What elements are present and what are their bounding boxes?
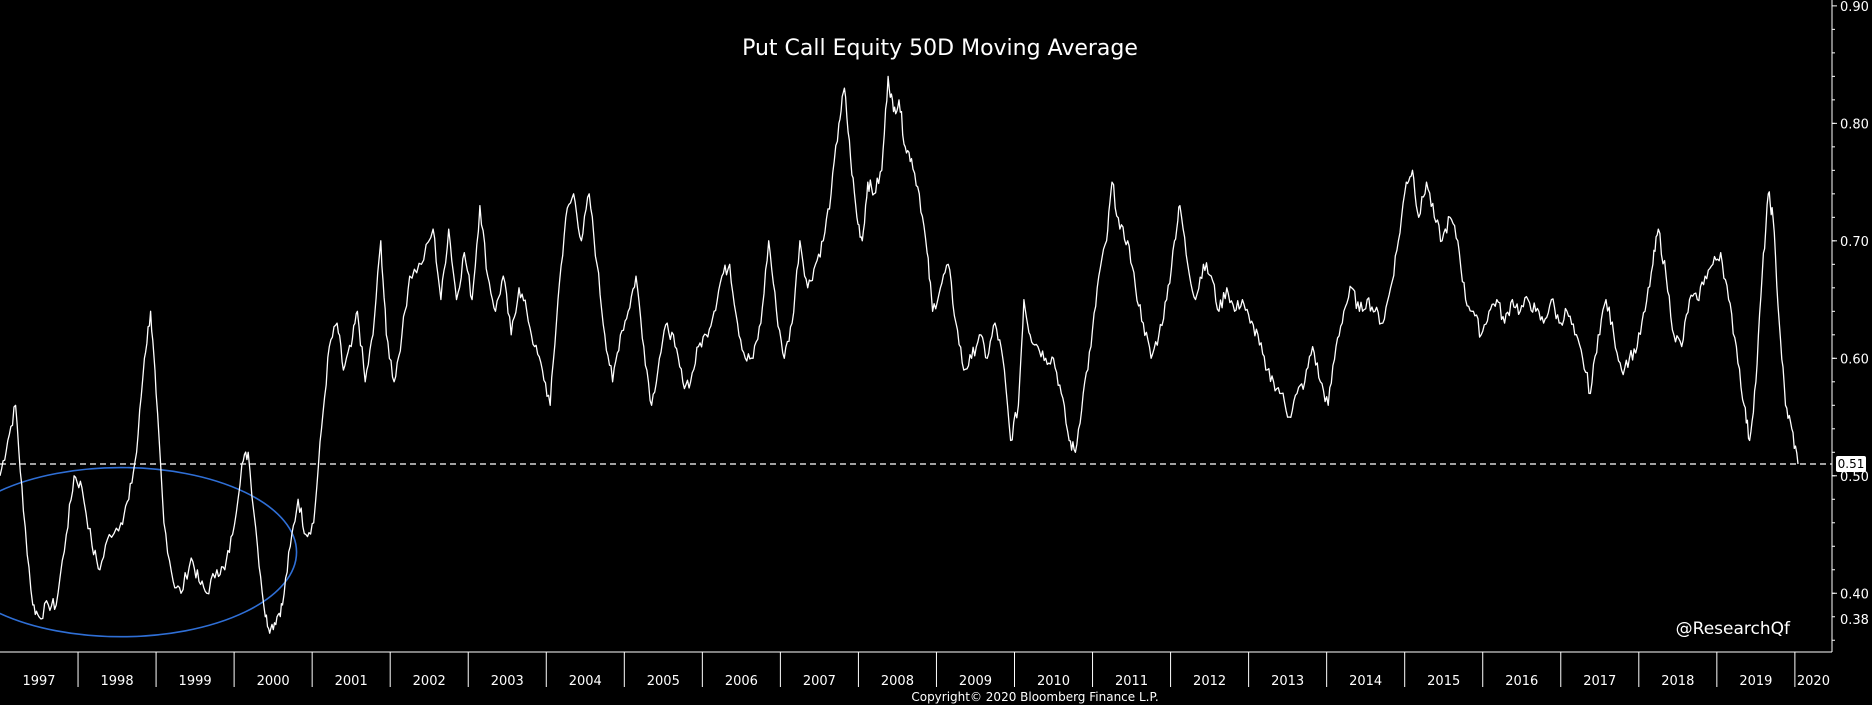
x-tick-label: 2014 bbox=[1349, 674, 1382, 689]
x-tick-label: 2005 bbox=[647, 674, 680, 689]
x-tick-label: 2000 bbox=[257, 674, 290, 689]
highlight-ellipse bbox=[0, 466, 298, 638]
x-tick-label: 2010 bbox=[1037, 674, 1070, 689]
x-tick-label: 2001 bbox=[335, 674, 368, 689]
y-low-label: 0.38 bbox=[1840, 613, 1869, 628]
copyright-text: Copyright© 2020 Bloomberg Finance L.P. bbox=[911, 690, 1158, 704]
x-tick-label: 2016 bbox=[1505, 674, 1538, 689]
x-tick-label: 2020 bbox=[1797, 674, 1830, 689]
plot-area bbox=[0, 75, 1832, 638]
x-tick-label: 2002 bbox=[413, 674, 446, 689]
x-tick-label: 2003 bbox=[491, 674, 524, 689]
x-tick-label: 2006 bbox=[725, 674, 758, 689]
x-tick-label: 2015 bbox=[1427, 674, 1460, 689]
x-tick-label: 1998 bbox=[101, 674, 134, 689]
x-tick-label: 2013 bbox=[1271, 674, 1304, 689]
x-axis: 1997 1998 1999 2000 2001 2002 2003 2004 2005 2006… bbox=[0, 651, 1832, 689]
x-tick-label: 2017 bbox=[1583, 674, 1616, 689]
y-tick-label: 0.40 bbox=[1840, 587, 1869, 602]
x-tick-label: 2009 bbox=[959, 674, 992, 689]
y-tick-label: 0.90 bbox=[1840, 0, 1869, 15]
chart-title: Put Call Equity 50D Moving Average bbox=[742, 36, 1138, 61]
x-tick-label: 1997 bbox=[22, 674, 55, 689]
x-tick-label: 2011 bbox=[1115, 674, 1148, 689]
x-tick-label: 2012 bbox=[1193, 674, 1226, 689]
last-value-label: 0.51 bbox=[1838, 457, 1865, 471]
x-tick-label: 1999 bbox=[179, 674, 212, 689]
x-tick-label: 2008 bbox=[881, 674, 914, 689]
last-value-box bbox=[1836, 456, 1866, 473]
y-axis: 0.40 0.50 0.60 0.70 0.80 0.90 0.38 0.51 bbox=[1831, 0, 1869, 652]
x-tick-label: 2019 bbox=[1739, 674, 1772, 689]
x-tick-label: 2004 bbox=[569, 674, 602, 689]
y-tick-label: 0.50 bbox=[1840, 470, 1869, 485]
y-tick-label: 0.70 bbox=[1840, 235, 1869, 250]
watermark-handle: @ResearchQf bbox=[1676, 619, 1791, 639]
x-tick-label: 2007 bbox=[803, 674, 836, 689]
y-tick-label: 0.80 bbox=[1840, 117, 1869, 132]
series-line-0 bbox=[0, 75, 1799, 634]
x-tick-label: 2018 bbox=[1661, 674, 1694, 689]
y-tick-label: 0.60 bbox=[1840, 352, 1869, 367]
